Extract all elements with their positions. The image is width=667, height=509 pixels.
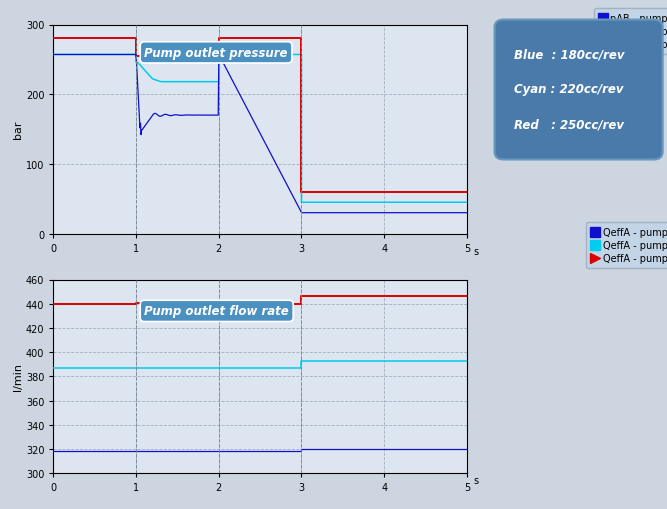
Legend: QeffA - pump (198), QeffA - pump (199), QeffA - pump: QeffA - pump (198), QeffA - pump (199), …: [586, 223, 667, 268]
Text: Cyan : 220cc/rev: Cyan : 220cc/rev: [514, 83, 624, 96]
Text: Pump outlet pressure: Pump outlet pressure: [144, 47, 288, 60]
Text: s: s: [474, 474, 479, 485]
Legend: pAB - pump (198), pAB - pump (199), pAB - pump: pAB - pump (198), pAB - pump (199), pAB …: [594, 10, 667, 55]
Text: Pump outlet flow rate: Pump outlet flow rate: [144, 305, 289, 318]
FancyBboxPatch shape: [494, 20, 662, 160]
Y-axis label: bar: bar: [13, 121, 23, 139]
Text: Blue  : 180cc/rev: Blue : 180cc/rev: [514, 48, 624, 61]
Text: s: s: [474, 247, 479, 257]
Text: Red   : 250cc/rev: Red : 250cc/rev: [514, 118, 624, 131]
Y-axis label: l/min: l/min: [13, 363, 23, 390]
